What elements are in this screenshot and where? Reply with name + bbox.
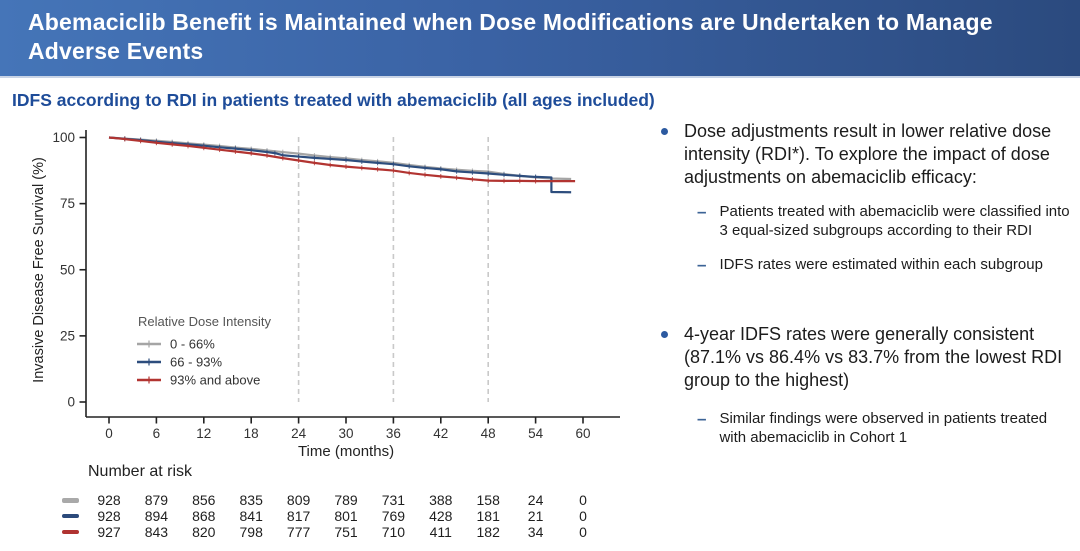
risk-cell: 835 — [239, 492, 263, 508]
risk-cell: 809 — [286, 492, 311, 508]
slide-title: Abemaciclib Benefit is Maintained when D… — [28, 9, 993, 64]
bullet-item: 4-year IDFS rates were generally consist… — [655, 323, 1073, 392]
number-at-risk-section: Number at risk 928 879 856 835 809 789 731 388 1… — [0, 458, 660, 548]
risk-cell: 24 — [527, 492, 544, 508]
dash-bullet-icon: – — [697, 409, 707, 428]
risk-cell: 817 — [286, 507, 311, 524]
axis-text: 66 - 93% — [170, 355, 222, 370]
risk-group-swatch-icon — [62, 529, 79, 535]
axis-text: 54 — [528, 426, 544, 441]
axis-text: 25 — [60, 328, 75, 343]
bullet-dot-icon — [661, 128, 668, 135]
risk-cell: 927 — [97, 523, 121, 540]
dash-bullet-icon: – — [697, 255, 707, 274]
bullet-text: Dose adjustments result in lower relativ… — [684, 121, 1052, 187]
risk-cell: 21 — [527, 507, 544, 524]
bullet-dot-icon — [661, 331, 668, 338]
axis-text: 24 — [291, 426, 307, 441]
risk-cell: 388 — [429, 492, 453, 508]
sub-bullet-item: – Patients treated with abemaciclib were… — [697, 202, 1073, 240]
bullet-item: Dose adjustments result in lower relativ… — [655, 120, 1073, 189]
axis-text: 48 — [481, 426, 496, 441]
risk-cell: 769 — [381, 507, 406, 524]
risk-cell: 894 — [144, 507, 169, 524]
axis-text: 18 — [244, 426, 259, 441]
risk-cell: 879 — [144, 492, 169, 508]
risk-cell: 751 — [334, 523, 358, 540]
sub-bullet-text: Similar findings were observed in patien… — [719, 410, 1048, 446]
axis-text: 42 — [433, 426, 448, 441]
axis-text: 0 — [105, 426, 113, 441]
axis-text: 36 — [386, 426, 401, 441]
risk-cell: 411 — [429, 523, 452, 540]
axis-text: 100 — [52, 130, 75, 145]
risk-cell: 158 — [476, 492, 500, 508]
axis-text: Invasive Disease Free Survival (%) — [31, 157, 47, 383]
axis-text: 75 — [60, 196, 75, 211]
risk-row: 928 879 856 835 809 789 731 388 158 24 0 — [0, 492, 660, 508]
axis-text: 12 — [196, 426, 211, 441]
risk-cell: 0 — [579, 507, 587, 524]
risk-cell: 182 — [476, 523, 500, 540]
notes-panel: Dose adjustments result in lower relativ… — [655, 120, 1073, 447]
sub-bullet-item: – Similar findings were observed in pati… — [697, 409, 1073, 447]
chart-section-title: IDFS according to RDI in patients treate… — [12, 90, 655, 110]
risk-cell: 801 — [334, 507, 358, 524]
risk-cell: 798 — [239, 523, 263, 540]
km-curve — [108, 136, 572, 194]
risk-cell: 928 — [97, 492, 121, 508]
risk-cell: 181 — [476, 507, 500, 524]
sub-bullet-text: IDFS rates were estimated within each su… — [719, 256, 1043, 273]
km-survival-chart: 0 25 50 75 100 0 6 12 18 24 30 36 42 48 54 60 Time (mont… — [31, 130, 620, 460]
axis-text: 93% and above — [170, 373, 260, 388]
risk-cell: 34 — [527, 523, 544, 540]
risk-cell: 777 — [286, 523, 311, 540]
risk-cell: 0 — [579, 492, 587, 508]
risk-row: 927 843 820 798 777 751 710 411 182 34 0 — [0, 524, 660, 540]
risk-cell: 428 — [429, 507, 453, 524]
axis-text: 0 — [67, 395, 75, 410]
axis-text: 6 — [153, 426, 161, 441]
risk-cell: 0 — [579, 523, 587, 540]
risk-group-swatch-icon — [62, 513, 79, 519]
sub-bullet-text: Patients treated with abemaciclib were c… — [719, 203, 1070, 239]
risk-cell: 789 — [334, 492, 358, 508]
risk-cell: 731 — [381, 492, 406, 508]
risk-row: 928 894 868 841 817 801 769 428 181 21 0 — [0, 508, 660, 524]
risk-cell: 856 — [192, 492, 216, 508]
risk-cell: 710 — [381, 523, 406, 540]
axis-text: 0 - 66% — [170, 337, 215, 352]
km-curve — [108, 136, 576, 183]
axis-text: 50 — [60, 262, 75, 277]
axis-text: 30 — [338, 426, 353, 441]
risk-cell: 868 — [192, 507, 216, 524]
slide-header: Abemaciclib Benefit is Maintained when D… — [0, 0, 1080, 78]
number-at-risk-title: Number at risk — [88, 463, 193, 480]
risk-cell: 843 — [144, 523, 169, 540]
risk-cell: 820 — [192, 523, 216, 540]
sub-bullet-item: – IDFS rates were estimated within each … — [697, 255, 1073, 274]
axis-text: Time (months) — [298, 443, 394, 460]
risk-group-swatch-icon — [62, 498, 79, 503]
axis-text: Relative Dose Intensity — [138, 314, 271, 329]
risk-cell: 928 — [97, 507, 121, 524]
dash-bullet-icon: – — [697, 202, 707, 221]
risk-cell: 841 — [239, 507, 263, 524]
axis-text: 60 — [575, 426, 590, 441]
bullet-text: 4-year IDFS rates were generally consist… — [684, 324, 1063, 390]
